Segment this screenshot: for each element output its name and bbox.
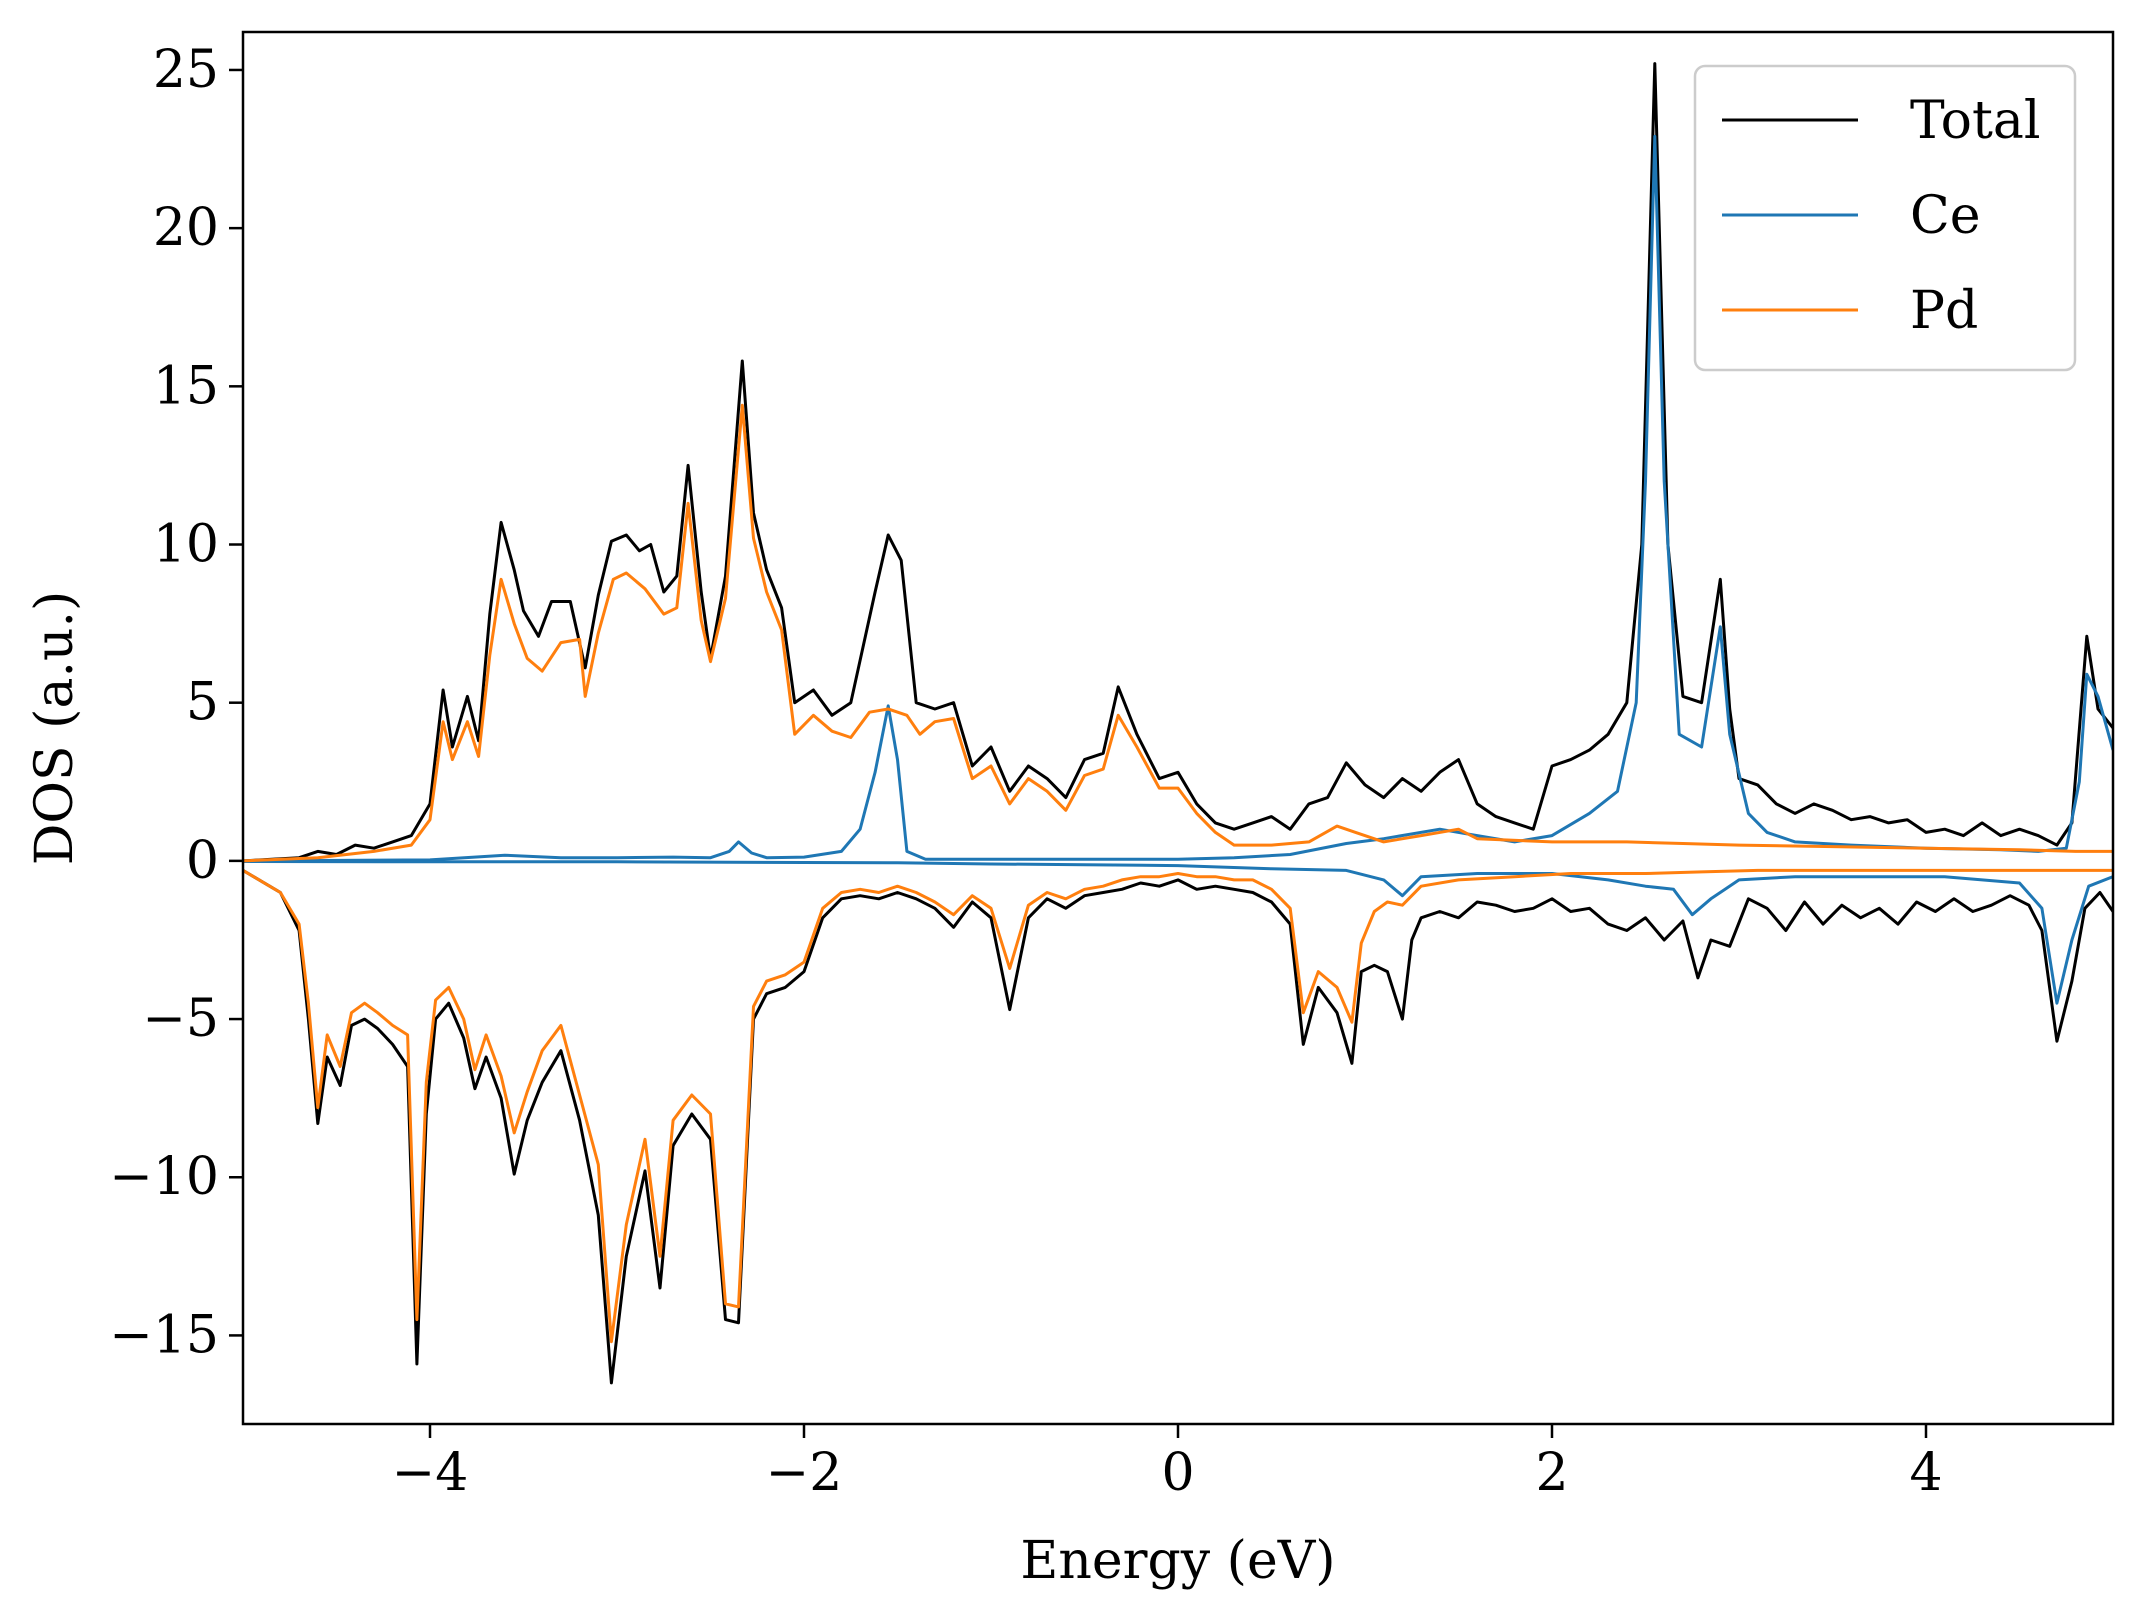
x-tick-label: −2: [766, 1443, 843, 1503]
y-axis: −15 −10 −5 0 5 10 15 20 25: [109, 40, 243, 1365]
x-tick-label: 4: [1909, 1443, 1942, 1503]
legend-box: [1693, 64, 2077, 372]
x-axis-label: Energy (eV): [1020, 1531, 1335, 1591]
y-tick-label: 15: [153, 356, 219, 416]
y-tick-label: −10: [109, 1147, 219, 1207]
legend: Total Ce Pd: [1693, 64, 2077, 372]
series-layer: [243, 62, 2113, 1385]
y-tick-label: −5: [142, 989, 219, 1049]
series-pd-down: [243, 868, 2113, 1344]
y-tick-label: 5: [186, 673, 219, 733]
series-ce-down: [243, 860, 2113, 1005]
legend-label-total: Total: [1910, 91, 2040, 151]
y-tick-label: 25: [153, 40, 219, 100]
y-tick-label: 0: [186, 831, 219, 891]
legend-label-pd: Pd: [1910, 281, 1978, 341]
y-tick-label: 10: [153, 515, 219, 575]
y-tick-label: −15: [109, 1305, 219, 1365]
series-total-up: [243, 62, 2113, 863]
legend-label-ce: Ce: [1910, 186, 1981, 246]
series-pd-up: [243, 403, 2113, 863]
x-tick-label: −4: [392, 1443, 469, 1503]
x-axis: −4 −2 0 2 4: [392, 1424, 1943, 1503]
y-tick-label: 20: [153, 198, 219, 258]
series-total-down: [243, 869, 2113, 1385]
y-axis-label: DOS (a.u.): [25, 591, 85, 866]
x-tick-label: 2: [1535, 1443, 1568, 1503]
series-ce-up: [243, 134, 2113, 863]
x-tick-label: 0: [1161, 1443, 1194, 1503]
